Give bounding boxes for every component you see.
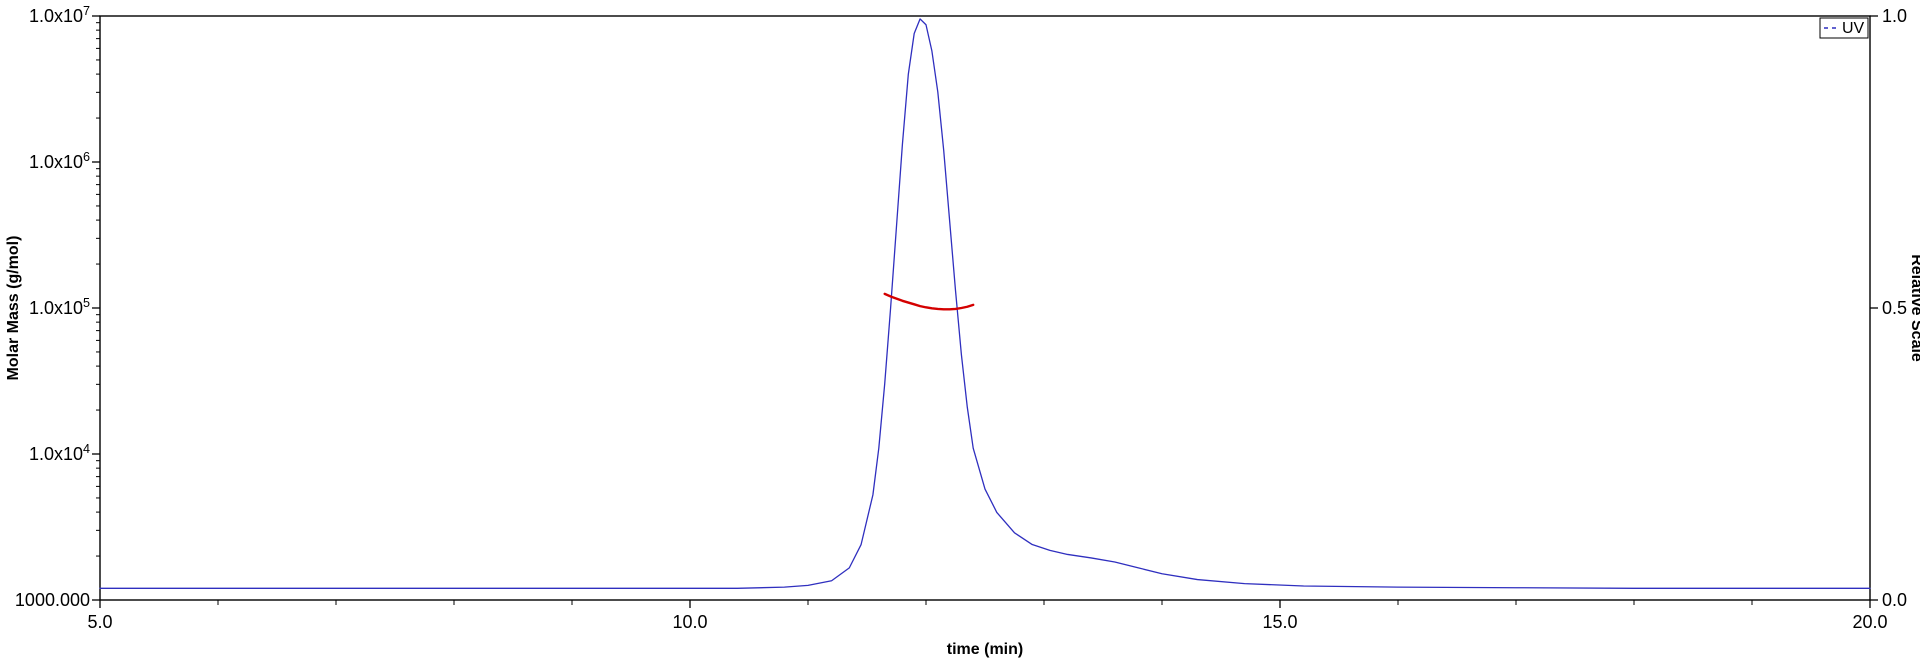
y-left-tick-label: 1000.000 [15, 590, 90, 610]
y-right-tick-label: 1.0 [1882, 6, 1907, 26]
y-left-tick-label: 1.0x107 [29, 4, 90, 26]
legend-label: UV [1842, 20, 1865, 37]
y-left-tick-label: 1.0x105 [29, 296, 90, 318]
y-right-tick-label: 0.5 [1882, 298, 1907, 318]
y-left-axis-label: Molar Mass (g/mol) [5, 236, 22, 381]
y-left-tick-label: 1.0x104 [29, 442, 90, 464]
y-left-tick-label: 1.0x106 [29, 150, 90, 172]
chromatogram-chart: 5.0 10.0 15.0 20.0 time (min) 1000.000 1.0x104… [0, 0, 1920, 672]
x-tick-label: 10.0 [672, 612, 707, 632]
y-right-tick-label: 0.0 [1882, 590, 1907, 610]
y-right-axis-label: Relative Scale [1908, 254, 1920, 362]
x-axis-label: time (min) [947, 641, 1023, 658]
plot-border [100, 16, 1870, 600]
x-tick-label: 5.0 [87, 612, 112, 632]
chart-svg: 5.0 10.0 15.0 20.0 time (min) 1000.000 1.0x104… [0, 0, 1920, 672]
x-tick-label: 20.0 [1852, 612, 1887, 632]
x-tick-label: 15.0 [1262, 612, 1297, 632]
